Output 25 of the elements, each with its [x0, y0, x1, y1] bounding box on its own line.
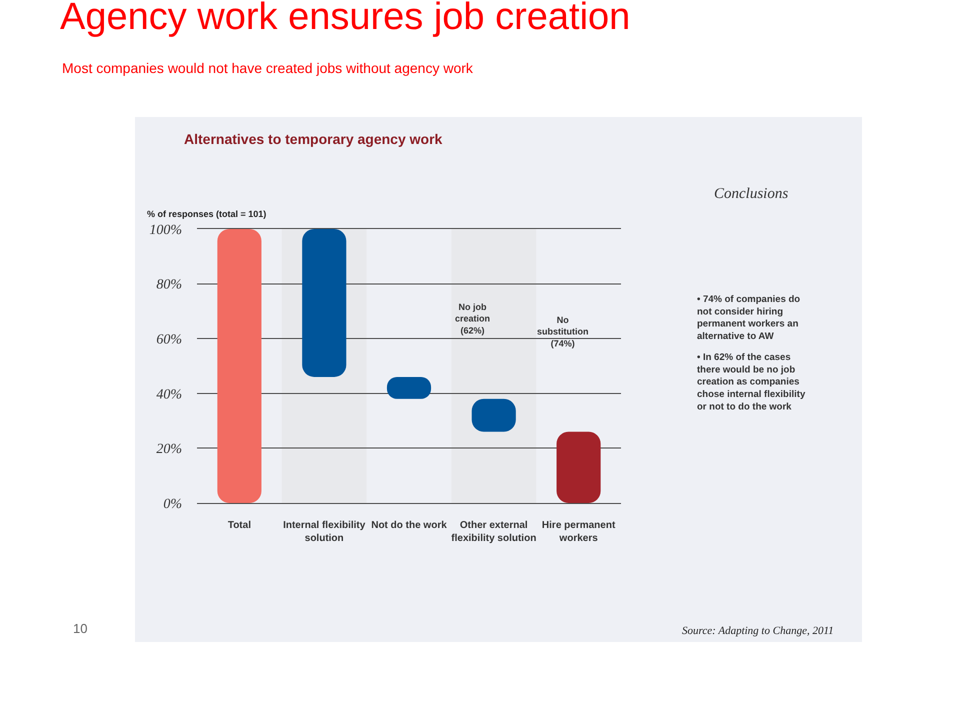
- text: • In 62% of the cases there would be no job creation as companies chose internal flexibility or not to do the work: [697, 352, 806, 412]
- x-tick-label: Hire permanent workers: [542, 520, 616, 544]
- y-tick-label: 80%: [156, 278, 182, 293]
- annotation: No job creation (62%): [455, 302, 490, 336]
- x-tick-label: Internal flexibility solution: [283, 520, 366, 544]
- y-tick-label: 20%: [156, 442, 182, 458]
- y-tick-label: 60%: [156, 332, 182, 348]
- y-axis-title: % of responses (total = 101): [147, 209, 266, 219]
- y-tick-label: 100%: [149, 222, 182, 238]
- source-note: Source: Adapting to Change, 2011: [682, 625, 834, 637]
- text: 10: [73, 621, 88, 636]
- bar: [217, 229, 262, 503]
- bar: [556, 432, 601, 503]
- x-tick-label: Not do the work: [371, 520, 448, 531]
- chart-subtitle: Most companies would not have created jobs without agency work: [62, 60, 474, 76]
- chart-title: Agency work ensures job creation: [60, 0, 630, 38]
- text: • 74% of companies do not consider hiring permanent workers an alternative to AW: [697, 294, 800, 342]
- text: Conclusions: [714, 186, 788, 202]
- annotation: No substitution (74%): [537, 315, 588, 348]
- text: Alternatives to temporary agency work: [184, 131, 443, 147]
- bar: [302, 229, 346, 377]
- y-tick-label: 40%: [156, 387, 182, 402]
- x-tick-label: Total: [228, 520, 252, 531]
- x-tick-label: Other external flexibility solution: [451, 520, 536, 544]
- y-tick-label: 0%: [163, 496, 182, 512]
